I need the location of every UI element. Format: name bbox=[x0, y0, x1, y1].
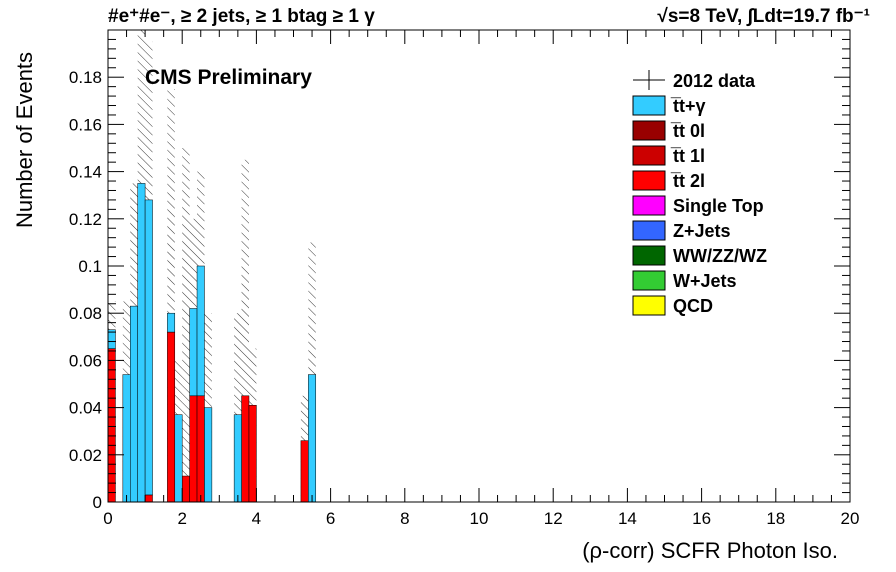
legend-label: QCD bbox=[673, 296, 713, 316]
legend-swatch bbox=[632, 120, 666, 141]
cms-label: CMS Preliminary bbox=[145, 66, 312, 89]
bar-1-4 bbox=[137, 183, 146, 503]
bar-0-7 bbox=[167, 331, 176, 503]
bar-1-8 bbox=[174, 414, 183, 503]
bar-1-11 bbox=[196, 265, 205, 397]
bar-0-0 bbox=[107, 348, 116, 503]
x-tick-label: 10 bbox=[470, 509, 489, 528]
legend-swatch bbox=[632, 270, 666, 291]
bar-1-3 bbox=[130, 305, 138, 503]
stacked-bars bbox=[107, 183, 317, 503]
x-tick-label: 14 bbox=[618, 509, 637, 528]
x-tick-label: 2 bbox=[177, 509, 186, 528]
y-axis-title: Number of Events bbox=[12, 52, 37, 228]
y-axis: 0 0.02 0.04 0.06 0.08 0.1 0.12 0.14 0.16 0.18 bbox=[69, 29, 850, 512]
uncertainty-13 bbox=[234, 313, 242, 502]
x-tick-label: 6 bbox=[326, 509, 335, 528]
legend-label: WW/ZZ/WZ bbox=[673, 246, 767, 266]
bar-0-16 bbox=[300, 440, 309, 503]
legend-label: t̅t+γ bbox=[670, 96, 706, 116]
x-axis: 0 2 4 6 8 10 12 14 16 18 20 bbox=[103, 30, 859, 528]
header-right: √s=8 TeV, ∫Ldt=19.7 fb⁻¹ bbox=[657, 6, 870, 27]
bar-0-10 bbox=[189, 395, 198, 503]
legend-swatch bbox=[632, 145, 666, 166]
x-tick-label: 12 bbox=[544, 509, 563, 528]
y-tick-label: 0.12 bbox=[69, 210, 102, 229]
bar-1-12 bbox=[204, 407, 213, 503]
y-tick-label: 0.14 bbox=[69, 163, 102, 182]
y-tick-label: 0.18 bbox=[69, 68, 102, 87]
uncertainty-17 bbox=[308, 242, 316, 502]
x-axis-title: (ρ-corr) SCFR Photon Iso. bbox=[582, 538, 838, 563]
bar-0-15 bbox=[248, 404, 257, 503]
x-tick-label: 0 bbox=[103, 509, 112, 528]
legend-swatch bbox=[632, 295, 666, 316]
legend: 2012 data t̅t+γ t̅t 0l t̅t 1l t̅t 2l Single T… bbox=[632, 70, 767, 316]
x-tick-label: 16 bbox=[692, 509, 711, 528]
y-tick-label: 0.06 bbox=[69, 351, 102, 370]
x-tick-label: 8 bbox=[400, 509, 409, 528]
bar-0-9 bbox=[181, 475, 190, 503]
legend-label: W+Jets bbox=[673, 271, 737, 291]
bar-1-17 bbox=[308, 374, 317, 503]
bar-0-5 bbox=[144, 494, 153, 503]
y-tick-label: 0 bbox=[93, 493, 102, 512]
bar-0-14 bbox=[241, 395, 250, 503]
uncertainty-7 bbox=[167, 89, 175, 502]
bar-1-5 bbox=[144, 199, 153, 496]
header-left: #e⁺#e⁻, ≥ 2 jets, ≥ 1 btag ≥ 1 γ bbox=[108, 6, 375, 27]
legend-label: 2012 data bbox=[673, 71, 756, 91]
uncertainty-9 bbox=[182, 148, 190, 502]
legend-swatch bbox=[632, 170, 666, 191]
x-tick-label: 20 bbox=[841, 509, 860, 528]
uncertainty-14 bbox=[241, 159, 249, 503]
bar-1-13 bbox=[233, 414, 242, 503]
y-tick-label: 0.02 bbox=[69, 446, 102, 465]
legend-label: Z+Jets bbox=[673, 221, 731, 241]
legend-swatch bbox=[632, 95, 666, 116]
y-tick-label: 0.08 bbox=[69, 304, 102, 323]
legend-swatch bbox=[632, 195, 666, 216]
plot-frame bbox=[107, 29, 851, 503]
legend-label: t̅t 0l bbox=[670, 121, 705, 141]
legend-swatch bbox=[632, 220, 666, 241]
y-tick-label: 0.04 bbox=[69, 399, 102, 418]
legend-label: Single Top bbox=[673, 196, 764, 216]
x-tick-label: 4 bbox=[252, 509, 261, 528]
legend-label: t̅t 1l bbox=[670, 146, 705, 166]
legend-label: t̅t 2l bbox=[670, 171, 705, 191]
x-tick-label: 18 bbox=[766, 509, 785, 528]
legend-swatch bbox=[632, 245, 666, 266]
bar-1-7 bbox=[167, 312, 176, 333]
bar-1-10 bbox=[189, 308, 198, 397]
bar-1-2 bbox=[122, 374, 131, 503]
bar-0-11 bbox=[196, 395, 205, 503]
y-tick-label: 0.16 bbox=[69, 115, 102, 134]
y-tick-label: 0.1 bbox=[78, 257, 102, 276]
